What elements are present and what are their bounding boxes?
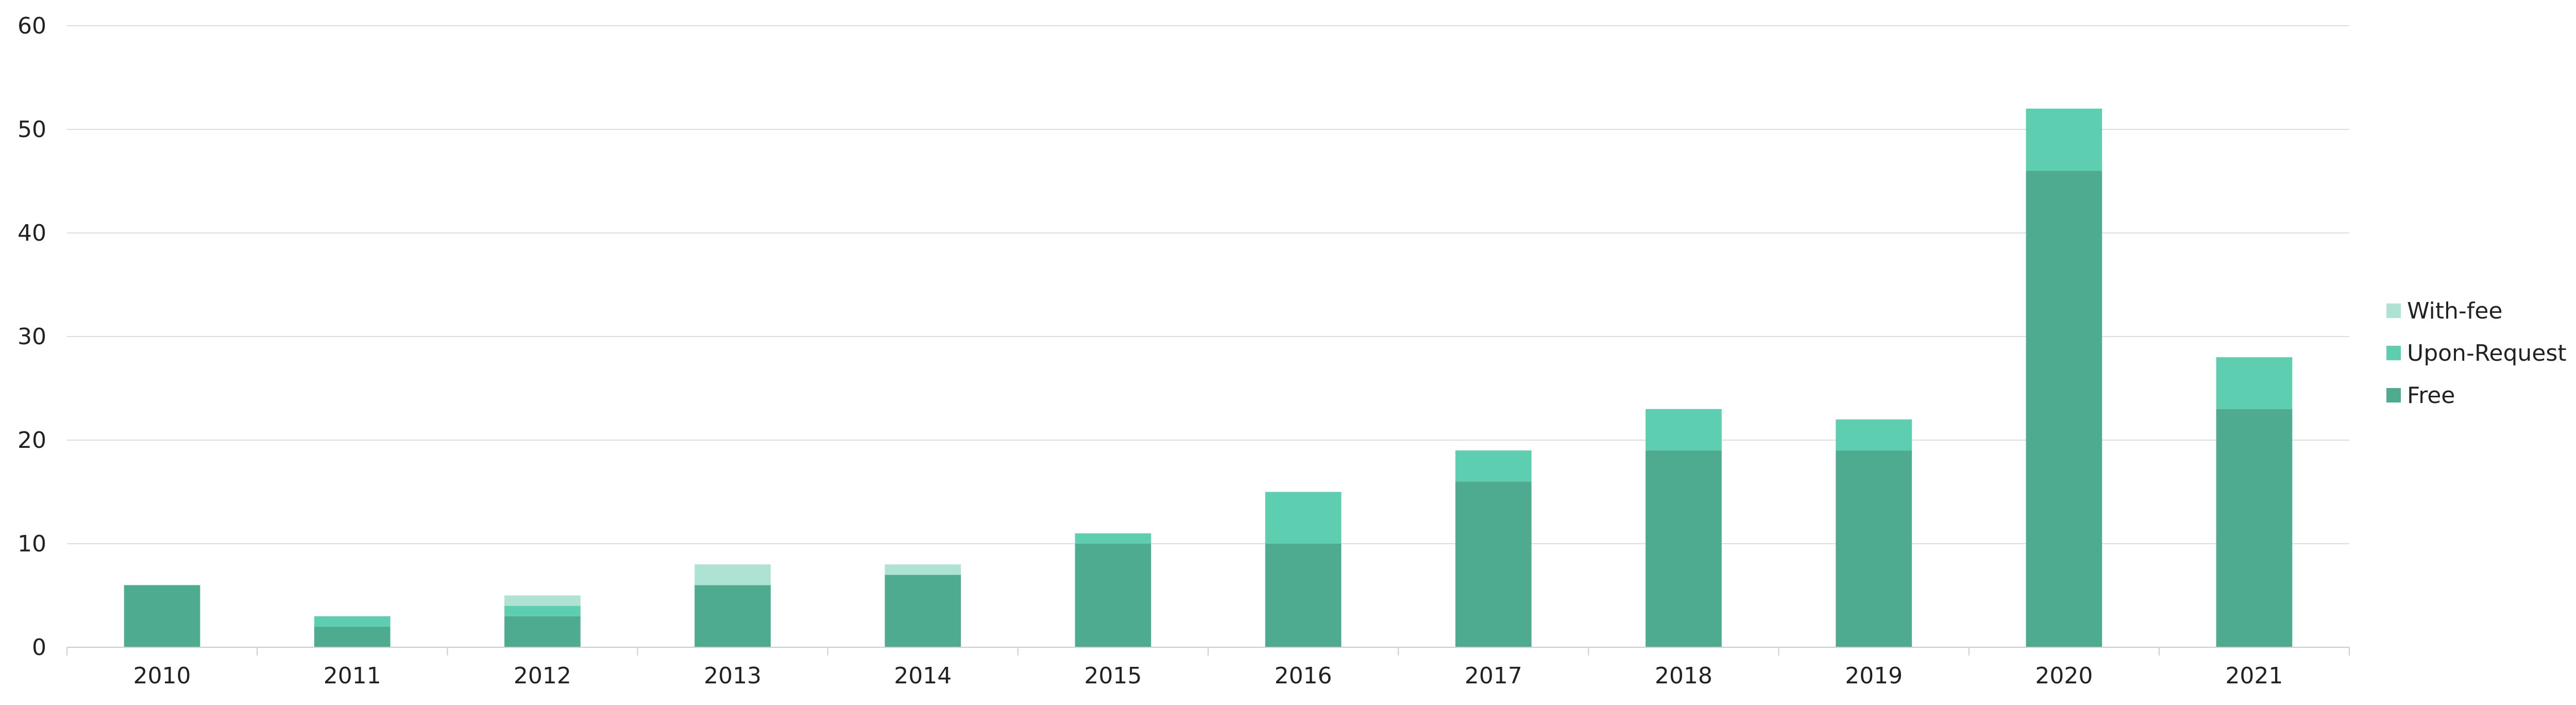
grid-lines: [67, 25, 2349, 544]
y-tick-label: 10: [18, 531, 46, 557]
x-tick-label: 2011: [324, 663, 381, 689]
bar-upon-request-2016: [1265, 492, 1342, 544]
bar-free-2013: [694, 585, 771, 647]
bar-with-fee-2013: [694, 564, 771, 585]
bar-free-2015: [1075, 544, 1151, 647]
x-axis: 2010 2011 2012 2013 2014 2015 2016 2017 2018 2019…: [66, 647, 2350, 689]
bar-free-2014: [885, 575, 961, 647]
x-tick-label: 2020: [2035, 663, 2093, 689]
bar-upon-request-2012: [504, 606, 581, 616]
bar-upon-request-2015: [1075, 533, 1151, 544]
x-tick-label: 2017: [1465, 663, 1522, 689]
bars: [124, 108, 2293, 647]
legend: With-fee Upon-Request Free: [2386, 298, 2567, 409]
y-tick-label: 20: [18, 427, 46, 454]
y-tick-label: 30: [18, 324, 46, 350]
x-tick-label: 2018: [1655, 663, 1713, 689]
x-tick-label: 2016: [1275, 663, 1332, 689]
bar-upon-request-2018: [1646, 409, 1722, 451]
x-tick-label: 2021: [2225, 663, 2283, 689]
y-tick-label: 50: [18, 116, 46, 143]
legend-swatch-upon-request: [2386, 346, 2401, 360]
x-tick-label: 2019: [1845, 663, 1903, 689]
y-tick-label: 60: [18, 13, 46, 39]
bar-upon-request-2019: [1836, 419, 1912, 451]
y-tick-label: 40: [18, 220, 46, 246]
bar-free-2012: [504, 616, 581, 647]
bar-free-2021: [2216, 409, 2293, 647]
x-tick-label: 2013: [704, 663, 761, 689]
bar-upon-request-2021: [2216, 357, 2293, 409]
bar-free-2017: [1455, 481, 1532, 647]
legend-label-with-fee: With-fee: [2407, 298, 2502, 324]
bar-free-2019: [1836, 450, 1912, 647]
bar-free-2016: [1265, 544, 1342, 647]
bar-free-2018: [1646, 450, 1722, 647]
x-tick-label: 2012: [514, 663, 571, 689]
bar-with-fee-2012: [504, 595, 581, 606]
bar-upon-request-2020: [2026, 108, 2103, 171]
bar-with-fee-2014: [885, 564, 961, 575]
legend-swatch-with-fee: [2386, 304, 2401, 318]
legend-swatch-free: [2386, 388, 2401, 402]
bar-upon-request-2011: [314, 616, 391, 627]
x-tick-label: 2014: [894, 663, 952, 689]
bar-free-2011: [314, 626, 391, 647]
legend-label-free: Free: [2407, 382, 2455, 409]
x-tick-label: 2015: [1084, 663, 1142, 689]
bar-upon-request-2017: [1455, 450, 1532, 482]
legend-label-upon-request: Upon-Request: [2407, 340, 2567, 366]
y-tick-label: 0: [32, 634, 46, 661]
bar-free-2010: [124, 585, 200, 647]
bar-free-2020: [2026, 171, 2103, 647]
x-tick-label: 2010: [133, 663, 191, 689]
y-axis: 0 10 20 30 40 50 60: [18, 13, 46, 661]
